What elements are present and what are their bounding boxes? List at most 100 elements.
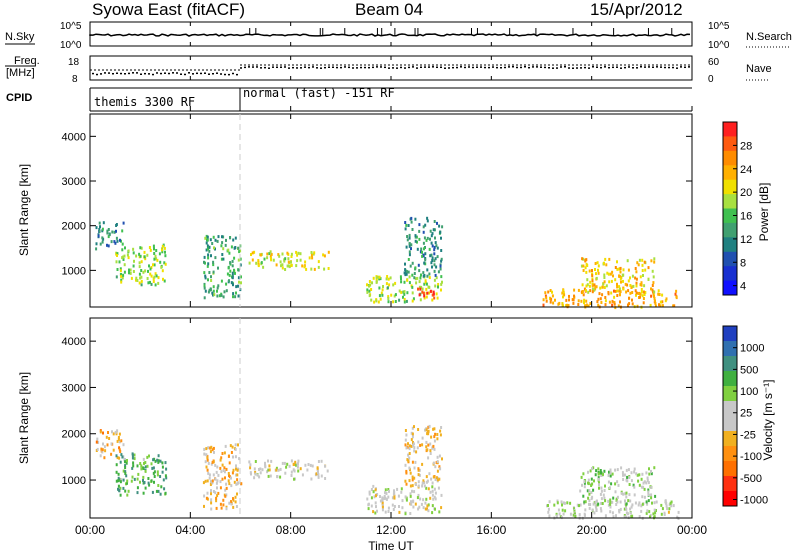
colorbar-segment <box>723 416 737 432</box>
echo-cell <box>387 488 390 491</box>
freq-point <box>124 73 126 75</box>
echo-cell <box>587 304 590 308</box>
echo-cell <box>156 258 159 262</box>
echo-cell <box>203 255 206 259</box>
colorbar-segment <box>723 251 737 267</box>
echo-cell <box>381 501 384 505</box>
echo-cell <box>608 470 610 474</box>
echo-cell <box>433 263 436 267</box>
echo-cell <box>164 254 167 258</box>
echo-cell <box>572 298 575 302</box>
echo-cell <box>157 459 160 463</box>
echo-cell <box>407 258 410 261</box>
echo-cell <box>566 303 569 307</box>
echo-cell <box>427 285 430 289</box>
echo-cell <box>229 261 232 265</box>
echo-cell <box>615 497 618 501</box>
echo-cell <box>603 280 606 284</box>
echo-cell <box>225 482 228 486</box>
echo-cell <box>612 515 615 519</box>
echo-cell <box>223 466 226 470</box>
echo-cell <box>423 261 426 265</box>
echo-cell <box>604 499 607 503</box>
echo-cell <box>418 505 421 509</box>
velocity-cbar-label: Velocity [m s⁻¹] <box>761 379 775 460</box>
echo-cell <box>584 508 587 512</box>
echo-cell <box>126 481 128 485</box>
echo-cell <box>121 242 124 246</box>
echo-cell <box>385 492 388 495</box>
echo-cell <box>408 452 411 455</box>
echo-cell <box>216 239 219 243</box>
echo-cell <box>555 514 558 518</box>
echo-cell <box>403 297 406 301</box>
echo-cell <box>206 491 209 495</box>
echo-cell <box>317 265 320 269</box>
echo-cell <box>630 471 633 475</box>
echo-cell <box>434 497 437 501</box>
echo-cell <box>660 503 663 507</box>
echo-cell <box>589 289 592 293</box>
echo-cell <box>549 289 552 292</box>
echo-cell <box>433 252 436 256</box>
echo-cell <box>161 461 164 465</box>
echo-cell <box>204 289 207 293</box>
x-tick-label: 16:00 <box>476 523 506 537</box>
echo-cell <box>561 291 564 295</box>
echo-cell <box>370 288 373 291</box>
echo-cell <box>310 253 313 257</box>
echo-cell <box>396 487 399 491</box>
echo-cell <box>625 502 628 506</box>
echo-cell <box>629 511 632 515</box>
echo-cell <box>146 455 149 459</box>
echo-cell <box>235 482 238 486</box>
echo-cell <box>299 252 302 256</box>
echo-cell <box>231 264 234 268</box>
echo-cell <box>160 265 163 269</box>
echo-cell <box>585 258 588 262</box>
echo-cell <box>670 504 673 508</box>
echo-cell <box>436 296 439 300</box>
echo-cell <box>286 462 289 466</box>
freq-point <box>672 66 674 69</box>
echo-cell <box>119 267 122 271</box>
freq-point <box>576 67 578 69</box>
echo-cell <box>305 267 308 271</box>
echo-cell <box>556 501 559 505</box>
echo-cell <box>417 428 420 431</box>
echo-cell <box>611 270 614 274</box>
echo-cell <box>140 467 143 471</box>
echo-cell <box>427 456 430 460</box>
echo-cell <box>644 268 647 272</box>
echo-cell <box>402 295 404 299</box>
echo-cell <box>431 256 434 260</box>
echo-cell <box>140 269 143 272</box>
echo-cell <box>220 456 223 460</box>
echo-cell <box>267 459 269 463</box>
echo-cell <box>602 282 605 286</box>
echo-cell <box>417 467 420 471</box>
echo-cell <box>595 505 597 509</box>
echo-cell <box>404 512 407 516</box>
echo-cell <box>577 303 580 306</box>
echo-cell <box>235 473 238 477</box>
echo-cell <box>310 477 313 481</box>
echo-cell <box>374 501 377 505</box>
echo-cell <box>599 492 602 496</box>
echo-cell <box>572 513 575 517</box>
echo-cell <box>290 260 292 264</box>
echo-cell <box>584 500 587 504</box>
echo-cell <box>143 461 145 465</box>
echo-cell <box>440 493 443 497</box>
echo-cell <box>122 478 125 482</box>
echo-cell <box>666 507 669 511</box>
echo-cell <box>212 260 215 264</box>
echo-cell <box>433 259 436 263</box>
echo-cell <box>147 269 149 273</box>
echo-cell <box>152 280 155 283</box>
echo-cell <box>413 466 416 470</box>
echo-cell <box>597 467 600 471</box>
echo-cell <box>627 499 630 503</box>
echo-cell <box>385 282 388 286</box>
echo-cell <box>205 465 208 469</box>
